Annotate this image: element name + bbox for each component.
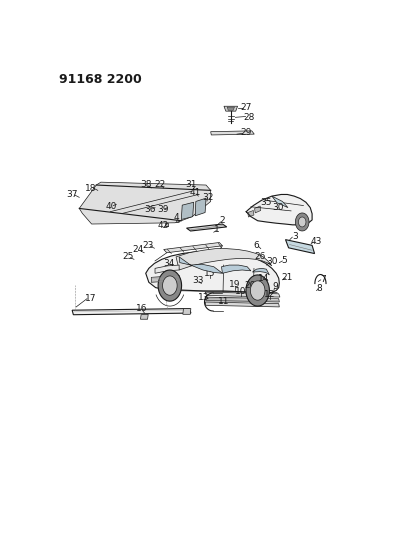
Polygon shape	[158, 270, 182, 301]
Polygon shape	[295, 213, 309, 231]
Text: 10: 10	[235, 287, 247, 296]
Text: 18: 18	[85, 184, 97, 193]
Polygon shape	[163, 276, 177, 295]
Polygon shape	[155, 265, 179, 273]
Polygon shape	[205, 302, 279, 307]
Polygon shape	[195, 198, 206, 216]
Text: 13: 13	[198, 293, 210, 302]
Text: 14: 14	[257, 273, 269, 282]
Text: 8: 8	[317, 284, 322, 293]
Text: 11: 11	[218, 297, 229, 306]
Polygon shape	[205, 292, 280, 297]
Text: 24: 24	[132, 245, 144, 254]
Text: 9: 9	[272, 282, 278, 291]
Polygon shape	[272, 196, 288, 207]
Text: 21: 21	[282, 273, 293, 282]
Text: 6: 6	[253, 241, 259, 250]
Text: 23: 23	[142, 241, 154, 250]
Polygon shape	[151, 276, 179, 282]
Text: 2: 2	[219, 216, 225, 225]
Text: 34: 34	[163, 259, 175, 268]
Polygon shape	[176, 248, 272, 270]
Text: 39: 39	[157, 205, 168, 214]
Polygon shape	[298, 217, 306, 227]
Polygon shape	[140, 314, 148, 319]
Polygon shape	[221, 265, 251, 273]
Text: 41: 41	[190, 188, 201, 197]
Text: 35: 35	[261, 198, 272, 207]
Polygon shape	[164, 243, 222, 253]
Polygon shape	[187, 224, 227, 231]
Text: 19: 19	[229, 280, 241, 289]
Text: 27: 27	[240, 103, 251, 112]
Text: 31: 31	[185, 180, 196, 189]
Text: 26: 26	[255, 252, 266, 261]
Text: 28: 28	[243, 113, 255, 122]
Polygon shape	[251, 281, 265, 300]
Polygon shape	[227, 107, 235, 110]
Text: 42: 42	[158, 221, 169, 230]
Polygon shape	[205, 297, 279, 302]
Text: 37: 37	[66, 190, 78, 199]
Polygon shape	[211, 131, 254, 135]
Polygon shape	[253, 268, 269, 275]
Text: 5: 5	[281, 256, 287, 265]
Text: 40: 40	[105, 203, 117, 211]
Text: 32: 32	[202, 193, 213, 202]
Text: 12: 12	[265, 290, 276, 299]
Polygon shape	[255, 206, 261, 213]
Text: 22: 22	[154, 180, 165, 189]
Text: 3: 3	[292, 232, 298, 241]
Text: 17: 17	[85, 294, 97, 303]
Polygon shape	[246, 195, 312, 225]
Polygon shape	[146, 251, 279, 293]
Polygon shape	[181, 202, 194, 220]
Text: 38: 38	[140, 180, 152, 189]
Text: 15: 15	[204, 269, 216, 278]
Text: 20: 20	[245, 281, 256, 290]
Text: 4: 4	[173, 213, 179, 222]
Text: 43: 43	[310, 237, 322, 246]
Text: 29: 29	[240, 128, 251, 137]
Polygon shape	[176, 220, 180, 222]
Polygon shape	[224, 106, 237, 111]
Polygon shape	[286, 240, 314, 254]
Polygon shape	[248, 211, 254, 217]
Text: 7: 7	[320, 274, 326, 284]
Text: 33: 33	[192, 276, 203, 285]
Polygon shape	[183, 309, 191, 314]
Text: 16: 16	[136, 304, 147, 313]
Polygon shape	[72, 309, 191, 314]
Text: 25: 25	[122, 252, 134, 261]
Text: 36: 36	[144, 205, 156, 214]
Text: 30: 30	[272, 203, 284, 212]
Text: 91168 2200: 91168 2200	[59, 73, 142, 86]
Polygon shape	[79, 182, 211, 224]
Text: 1: 1	[214, 225, 220, 234]
Text: 30: 30	[266, 257, 278, 266]
Polygon shape	[246, 275, 269, 306]
Polygon shape	[165, 223, 168, 225]
Polygon shape	[179, 257, 222, 273]
